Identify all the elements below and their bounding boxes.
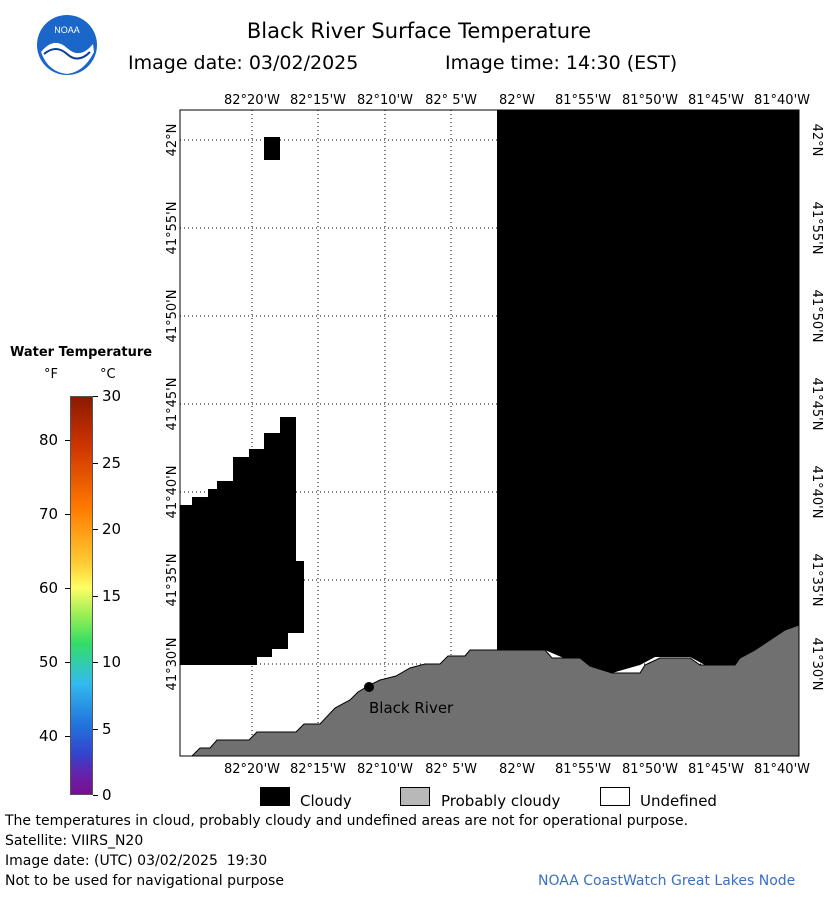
longitude-label-bottom: 81°55'W (555, 762, 611, 777)
image-time: Image time: 14:30 (EST) (445, 52, 678, 74)
image-date: Image date: 03/02/2025 (128, 52, 359, 74)
latitude-label-right: 42°N (809, 124, 824, 157)
cloud-north (264, 137, 280, 160)
utc-date-text: Image date: (UTC) 03/02/2025 19:30 (5, 853, 268, 869)
celsius-tick-label: 15 (102, 586, 122, 605)
latitude-labels-right: 42°N 41°55'N 41°50'N 41°45'N 41°40'N 41°35'N 4… (809, 124, 824, 691)
celsius-tick-label: 10 (102, 653, 122, 671)
longitude-labels-bottom: 82°20'W 82°15'W 82°10'W 82° 5'W 82°W 81°55'W 8… (224, 762, 810, 777)
longitude-label-bottom: 81°40'W (754, 762, 810, 777)
latitude-label-right: 41°40'N (809, 466, 824, 519)
map-frame (179, 109, 800, 757)
fahrenheit-tick (65, 440, 70, 442)
longitude-label-top: 82°20'W (224, 93, 280, 108)
unit-fahrenheit: °F (44, 367, 58, 382)
latitude-label-right: 41°55'N (809, 202, 824, 255)
longitude-labels-top: 82°20'W 82°15'W 82°10'W 82° 5'W 82°W 81°55'W 8… (224, 93, 810, 108)
longitude-label-top: 81°40'W (754, 93, 810, 108)
longitude-label-top: 82°15'W (290, 93, 346, 108)
fahrenheit-tick-label: 80 (39, 431, 59, 450)
celsius-tick-label: 0 (102, 786, 112, 804)
fahrenheit-tick (65, 514, 70, 516)
celsius-tick (93, 795, 98, 796)
legend-swatch-undefined (600, 787, 630, 806)
longitude-label-bottom: 82° 5'W (425, 762, 477, 777)
page-title: Black River Surface Temperature (246, 19, 592, 43)
longitude-label-bottom: 82°W (499, 762, 535, 777)
legend-swatch-probably-cloudy (400, 787, 430, 806)
longitude-label-bottom: 82°10'W (357, 762, 413, 777)
latitude-label-left: 41°40'N (165, 466, 180, 519)
station-marker (364, 682, 374, 692)
celsius-tick (93, 396, 98, 397)
noaa-logo: NOAA (37, 15, 97, 75)
unit-celsius: °C (100, 367, 116, 382)
longitude-label-bottom: 81°50'W (622, 762, 678, 777)
disclaimer-text: The temperatures in cloud, probably clou… (5, 813, 689, 829)
latitude-label-left: 41°30'N (165, 638, 180, 691)
cloud-east (497, 110, 799, 673)
legend-label-cloudy: Cloudy (300, 792, 352, 810)
celsius-tick (93, 595, 98, 597)
fahrenheit-tick-label: 60 (39, 579, 59, 598)
fahrenheit-tick (65, 662, 70, 663)
celsius-tick (93, 462, 98, 464)
celsius-tick-label: 25 (102, 453, 122, 472)
station-label: Black River (369, 699, 454, 717)
longitude-label-bottom: 82°15'W (290, 762, 346, 777)
latitude-label-right: 41°50'N (809, 290, 824, 343)
legend-swatch-cloudy (260, 787, 290, 806)
fahrenheit-tick (65, 588, 70, 590)
fahrenheit-tick-label: 40 (39, 726, 59, 745)
fahrenheit-tick-label: 50 (39, 653, 59, 671)
celsius-tick-label: 5 (102, 719, 112, 738)
latitude-label-right: 41°35'N (809, 554, 824, 607)
latitude-label-left: 41°45'N (165, 378, 180, 431)
longitude-label-top: 82° 5'W (425, 93, 477, 108)
longitude-label-top: 82°W (499, 93, 535, 108)
longitude-label-top: 81°45'W (688, 93, 744, 108)
longitude-label-bottom: 81°45'W (688, 762, 744, 777)
celsius-tick (93, 529, 98, 530)
credit-text: NOAA CoastWatch Great Lakes Node (538, 873, 796, 889)
latitude-label-right: 41°30'N (809, 638, 824, 691)
latitude-label-left: 41°35'N (165, 554, 180, 607)
legend-label-probably-cloudy: Probably cloudy (441, 792, 561, 810)
latitude-labels-left: 42°N 41°55'N 41°50'N 41°45'N 41°40'N 41°35'N 4… (165, 124, 180, 691)
celsius-tick (93, 662, 98, 663)
colorbar-title: Water Temperature (10, 345, 153, 360)
cloud-west (180, 417, 304, 665)
latitude-label-left: 41°50'N (165, 290, 180, 343)
navigation-warning: Not to be used for navigational purpose (5, 873, 284, 889)
celsius-tick-label: 30 (102, 387, 122, 405)
latitude-label-right: 41°45'N (809, 378, 824, 431)
longitude-label-top: 82°10'W (357, 93, 413, 108)
logo-text: NOAA (54, 25, 80, 35)
land-mass (180, 624, 800, 757)
latitude-label-left: 41°55'N (165, 202, 180, 255)
celsius-tick-label: 20 (102, 520, 122, 538)
legend-label-undefined: Undefined (640, 792, 717, 810)
longitude-label-top: 81°50'W (622, 93, 678, 108)
satellite-text: Satellite: VIIRS_N20 (5, 833, 144, 849)
celsius-tick (93, 728, 98, 730)
fahrenheit-tick (65, 735, 70, 737)
fahrenheit-tick-label: 70 (39, 505, 59, 524)
temperature-colorbar (70, 396, 93, 795)
longitude-label-bottom: 82°20'W (224, 762, 280, 777)
latitude-label-left: 42°N (165, 124, 180, 157)
longitude-label-top: 81°55'W (555, 93, 611, 108)
